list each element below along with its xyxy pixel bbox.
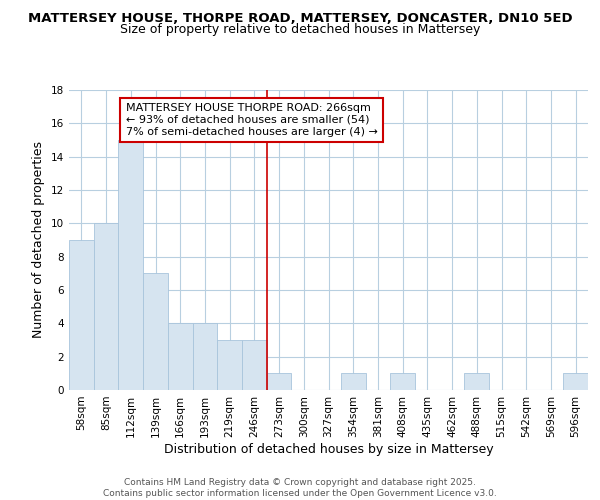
Text: MATTERSEY HOUSE THORPE ROAD: 266sqm
← 93% of detached houses are smaller (54)
7%: MATTERSEY HOUSE THORPE ROAD: 266sqm ← 93… bbox=[126, 104, 378, 136]
Bar bbox=[563, 374, 588, 390]
Y-axis label: Number of detached properties: Number of detached properties bbox=[32, 142, 46, 338]
Bar bbox=[464, 374, 489, 390]
Text: Size of property relative to detached houses in Mattersey: Size of property relative to detached ho… bbox=[120, 22, 480, 36]
Bar bbox=[242, 340, 267, 390]
Bar bbox=[69, 240, 94, 390]
Bar bbox=[193, 324, 217, 390]
Bar bbox=[390, 374, 415, 390]
Bar bbox=[217, 340, 242, 390]
Text: Contains HM Land Registry data © Crown copyright and database right 2025.
Contai: Contains HM Land Registry data © Crown c… bbox=[103, 478, 497, 498]
Bar bbox=[118, 140, 143, 390]
Bar bbox=[267, 374, 292, 390]
Bar bbox=[341, 374, 365, 390]
Text: MATTERSEY HOUSE, THORPE ROAD, MATTERSEY, DONCASTER, DN10 5ED: MATTERSEY HOUSE, THORPE ROAD, MATTERSEY,… bbox=[28, 12, 572, 26]
X-axis label: Distribution of detached houses by size in Mattersey: Distribution of detached houses by size … bbox=[164, 442, 493, 456]
Bar bbox=[143, 274, 168, 390]
Bar bbox=[168, 324, 193, 390]
Bar bbox=[94, 224, 118, 390]
